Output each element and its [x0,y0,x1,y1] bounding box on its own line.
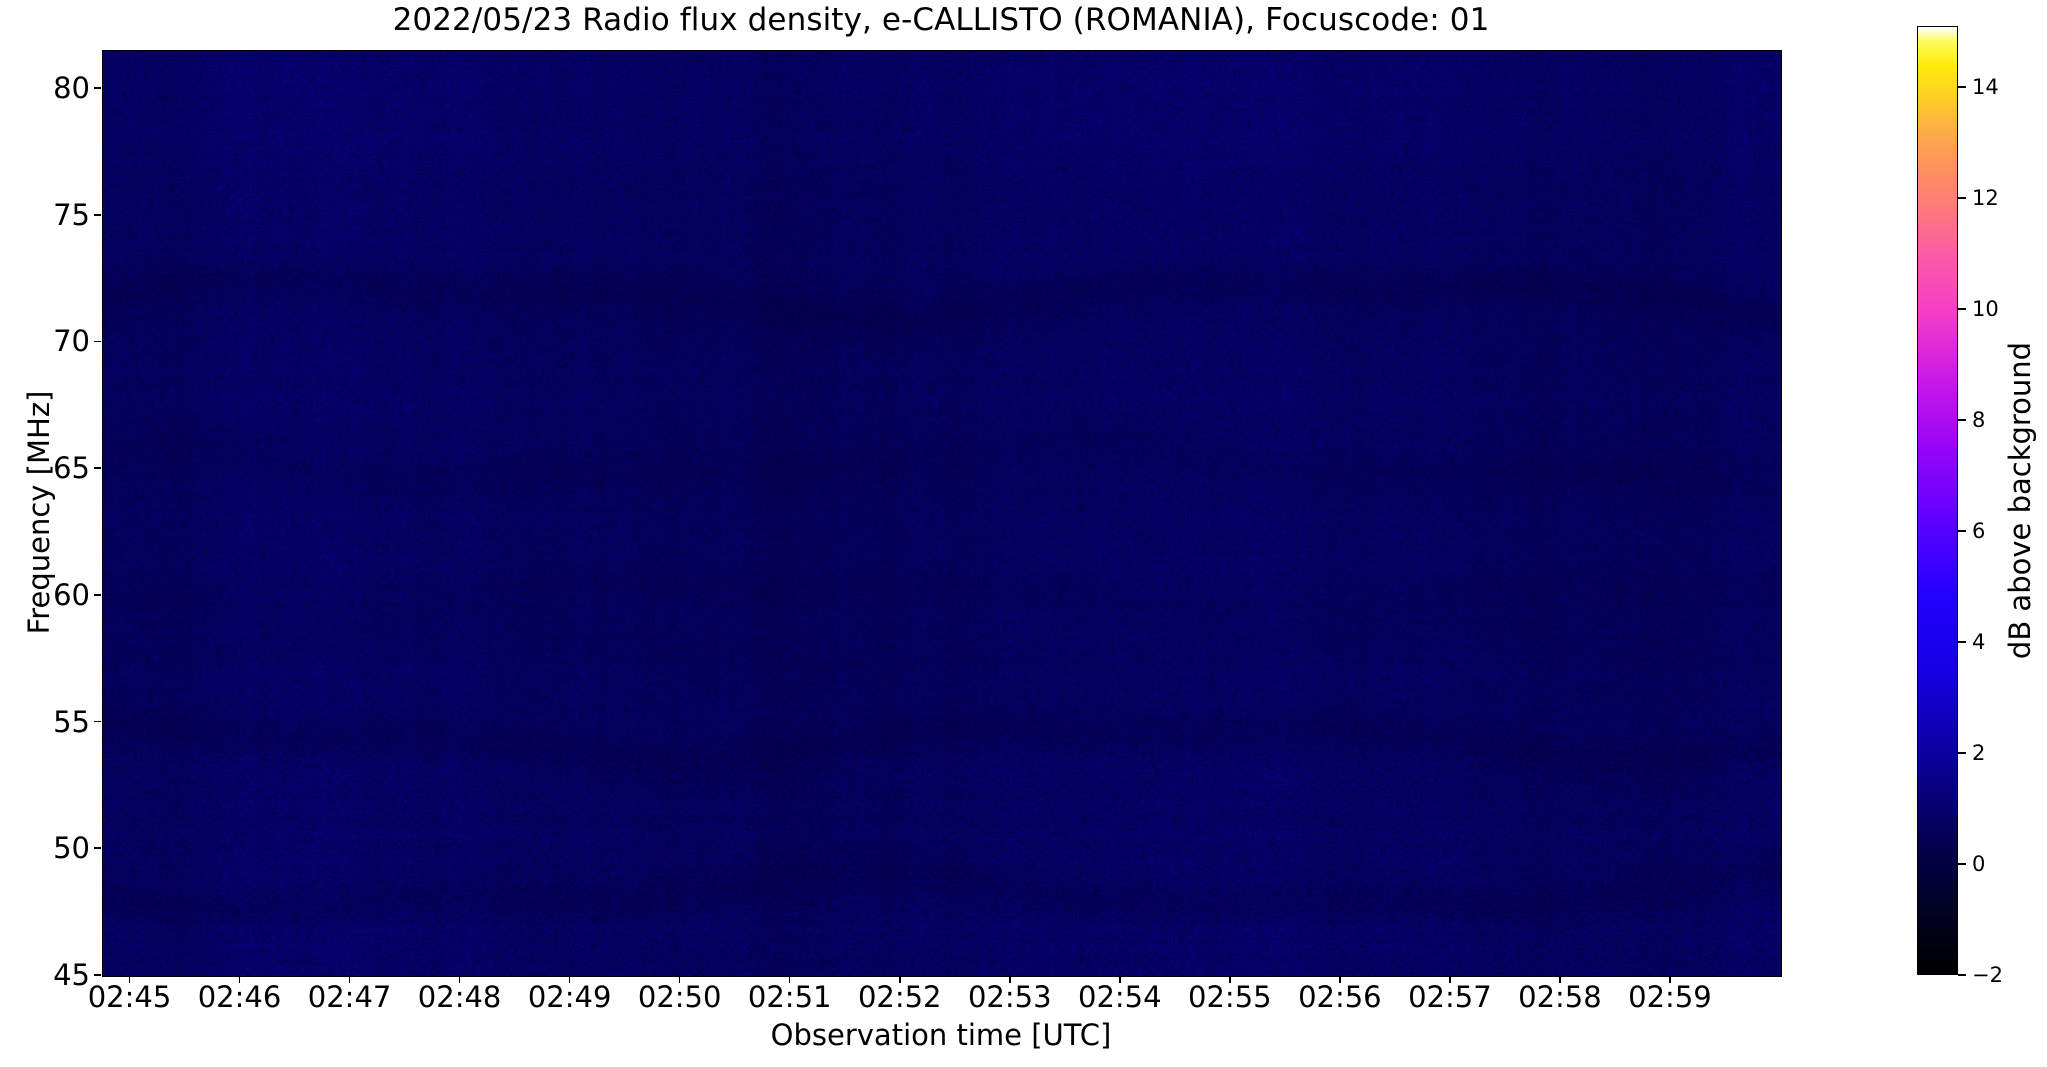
x-tick-label: 02:47 [307,980,392,1014]
colorbar-tick-label: 2 [1972,741,1986,765]
x-tick-mark [1449,976,1451,983]
y-tick-mark [94,847,101,850]
colorbar-tick-label: 6 [1972,519,1986,544]
x-tick-label: 02:48 [417,980,502,1014]
x-tick-mark [128,976,131,983]
y-tick-mark [94,594,101,596]
colorbar-tick-mark [1958,974,1966,976]
x-tick-label: 02:54 [1078,980,1162,1014]
y-tick-label: 60 [53,577,90,612]
colorbar-tick-label: 4 [1972,630,1986,655]
y-tick-mark [94,720,101,723]
y-tick-mark [94,87,101,89]
x-tick-label: 02:46 [197,980,282,1014]
colorbar[interactable] [1917,26,1958,975]
x-tick-mark [1008,976,1011,983]
x-tick-mark [568,976,571,983]
x-tick-mark [458,976,461,983]
y-tick-label: 75 [53,197,90,232]
x-axis-label: Observation time [UTC] [770,1018,1112,1052]
y-tick-label: 65 [53,451,90,486]
y-tick-mark [94,974,101,976]
x-tick-mark [1559,976,1561,983]
colorbar-tick-label: 10 [1972,297,1999,322]
colorbar-tick-label: 0 [1972,852,1986,876]
x-tick-label: 02:49 [527,980,612,1014]
colorbar-tick-label: 8 [1972,408,1986,433]
y-tick-label: 55 [53,704,90,739]
x-tick-mark [898,976,901,983]
x-tick-mark [678,976,681,983]
page-title: 2022/05/23 Radio flux density, e-CALLIST… [392,2,1490,38]
colorbar-tick-mark [1958,197,1966,199]
y-tick-label: 80 [53,71,90,105]
x-tick-mark [238,976,241,983]
x-tick-mark [1669,976,1671,983]
x-tick-mark [1229,976,1231,983]
x-tick-mark [1119,976,1121,983]
colorbar-tick-label: 12 [1972,186,1999,211]
x-tick-label: 02:50 [637,980,722,1014]
colorbar-tick-mark [1958,530,1966,532]
colorbar-tick-label: 14 [1972,75,1999,100]
colorbar-tick-mark [1958,308,1966,310]
x-tick-label: 02:55 [1188,980,1272,1014]
y-tick-label: 45 [53,958,90,992]
x-tick-mark [1339,976,1341,983]
colorbar-tick-mark [1958,86,1966,88]
spectrogram-image [103,51,1781,976]
colorbar-tick-mark [1958,863,1966,865]
colorbar-gradient [1918,27,1957,974]
x-tick-mark [348,976,351,983]
y-tick-label: 70 [53,324,90,359]
colorbar-tick-mark [1958,752,1966,754]
x-tick-label: 02:52 [857,980,942,1014]
colorbar-label: dB above background [2003,341,2037,660]
x-tick-label: 02:56 [1298,980,1382,1014]
x-tick-label: 02:45 [87,980,172,1014]
y-tick-label: 50 [53,831,90,866]
colorbar-tick-mark [1958,641,1966,643]
x-tick-mark [788,976,791,983]
spectrogram-axes[interactable] [102,50,1782,977]
colorbar-tick-label: −2 [1972,963,2003,987]
x-tick-label: 02:51 [747,980,832,1014]
x-tick-label: 02:57 [1408,980,1492,1014]
x-tick-label: 02:59 [1628,980,1712,1014]
y-tick-mark [94,467,101,469]
y-tick-mark [94,213,101,216]
x-tick-label: 02:58 [1518,980,1602,1014]
colorbar-tick-mark [1958,419,1966,421]
x-tick-label: 02:53 [967,980,1052,1014]
y-tick-mark [94,340,101,343]
